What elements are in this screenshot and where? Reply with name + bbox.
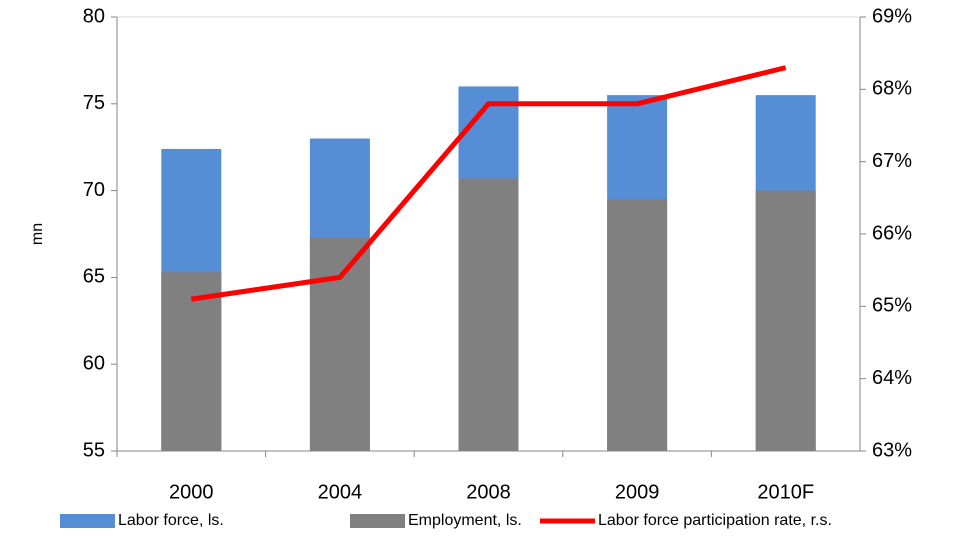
- bar: [458, 178, 519, 451]
- y2-tick-label: 69%: [872, 5, 912, 27]
- legend-label: Employment, ls.: [408, 512, 522, 529]
- y2-tick-label: 68%: [872, 78, 912, 100]
- y2-tick-label: 64%: [872, 367, 912, 389]
- legend-label: Labor force, ls.: [118, 512, 224, 529]
- x-tick-label: 2004: [318, 481, 363, 503]
- y-tick-label: 55: [83, 439, 105, 461]
- y-tick-label: 70: [83, 179, 105, 201]
- legend-label: Labor force participation rate, r.s.: [598, 512, 832, 529]
- legend-swatch: [350, 514, 405, 528]
- y2-tick-label: 63%: [872, 439, 912, 461]
- legend-swatch: [60, 514, 115, 528]
- y2-tick-label: 66%: [872, 222, 912, 244]
- x-tick-label: 2009: [615, 481, 660, 503]
- y-tick-label: 75: [83, 92, 105, 114]
- x-tick-label: 2010F: [757, 481, 814, 503]
- y-axis-label: mn: [29, 223, 46, 245]
- y-tick-label: 65: [83, 266, 105, 288]
- bar: [309, 237, 370, 451]
- bar: [755, 190, 816, 451]
- bar: [161, 272, 222, 451]
- x-tick-label: 2000: [169, 481, 214, 503]
- bar: [607, 199, 668, 451]
- x-tick-label: 2008: [466, 481, 511, 503]
- line: [190, 65, 787, 302]
- y-tick-label: 80: [83, 5, 105, 27]
- y2-tick-label: 67%: [872, 150, 912, 172]
- y2-tick-label: 65%: [872, 295, 912, 317]
- y-tick-label: 60: [83, 352, 105, 374]
